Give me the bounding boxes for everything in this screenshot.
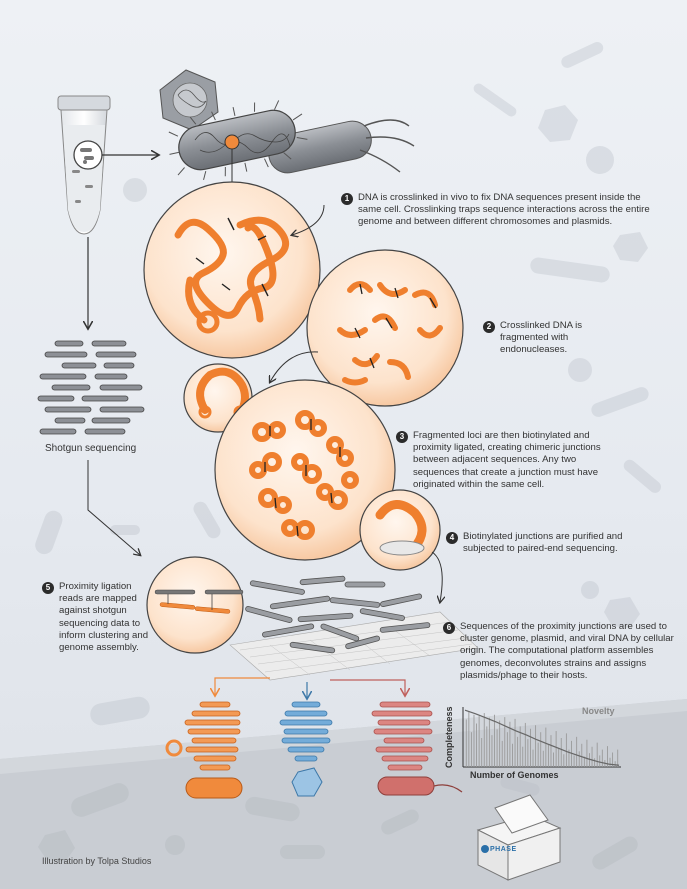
chart-title: Novelty [582,706,615,716]
step-5-badge: 5 [42,582,54,594]
cell-circle-crosslinked [143,181,321,359]
purified-junction-circle [359,489,441,571]
step-2-text: Crosslinked DNA is fragmented with endon… [500,320,583,356]
phase-box [476,794,562,881]
chart-ylabel: Completeness [444,706,454,768]
cluster-red [371,701,463,796]
mapping-circle [146,556,244,654]
chart-trend-line [464,709,620,766]
shotgun-reads [37,340,145,435]
step-4-text: Biotinylated junctions are purified and … [463,531,623,555]
step-6-badge: 6 [443,622,455,634]
cell-circle-fragmented [306,249,464,407]
step-4-badge: 4 [446,532,458,544]
step-1-badge: 1 [341,193,353,205]
step-5-text: Proximity ligation reads are mapped agai… [59,581,149,654]
read-sticks [245,575,431,654]
completeness-chart [462,707,621,768]
step-6-text: Sequences of the proximity junctions are… [460,621,674,681]
illustration-credit: Illustration by Tolpa Studios [42,856,152,866]
shotgun-sequencing-label: Shotgun sequencing [45,443,137,454]
step-2-badge: 2 [483,321,495,333]
cell-circle-ligated [214,379,396,561]
cluster-blue [279,701,333,797]
phase-logo: PHASE [490,846,517,853]
background-microbes [35,41,662,796]
step-3-text: Fragmented loci are then biotinylated an… [413,430,601,490]
chart-xlabel: Number of Genomes [470,770,559,780]
virus-particle [159,69,219,131]
step-3-badge: 3 [396,431,408,443]
cluster-orange [165,701,243,799]
test-tube [57,95,111,235]
floor-microbes [38,783,638,870]
step-1-text: DNA is crosslinked in vivo to fix DNA se… [358,192,650,228]
bacteria-group [168,100,415,180]
